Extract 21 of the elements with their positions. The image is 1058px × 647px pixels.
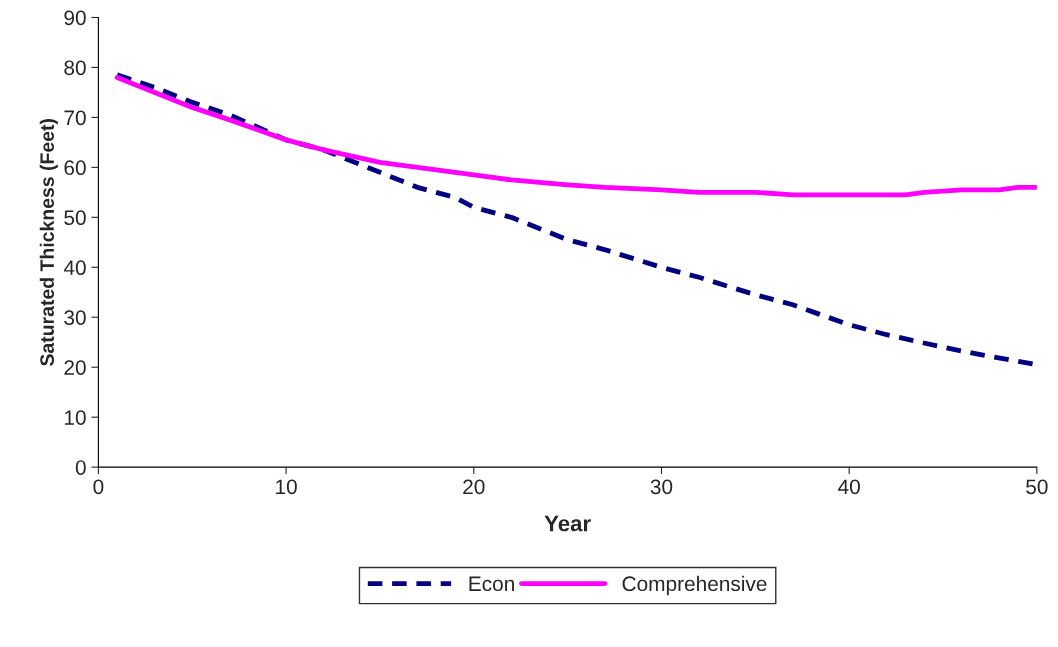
x-tick-label: 20: [463, 479, 485, 495]
y-tick-label: 90: [64, 10, 86, 26]
x-tick-label: 30: [650, 479, 673, 495]
y-tick-label: 50: [64, 210, 86, 226]
x-tick-label: 10: [276, 479, 297, 495]
line-series: [114, 74, 1037, 198]
legend-label: Econ: [469, 576, 514, 592]
y-tick-label: 10: [65, 410, 86, 425]
x-tick-label: 0: [93, 479, 104, 495]
x-tick-label: 40: [838, 479, 860, 495]
y-tick-label: 40: [63, 260, 86, 276]
x-axis-title: Year: [544, 515, 591, 532]
y-tick-label: 20: [64, 360, 86, 375]
y-tick-label: 70: [64, 110, 86, 126]
y-axis-title: Saturated Thickness (Feet): [39, 119, 58, 366]
y-tick-label: 0: [75, 460, 86, 475]
x-tick-label: 50: [1026, 479, 1048, 495]
y-tick-label: 30: [64, 310, 86, 325]
y-tick-label: 60: [64, 160, 86, 176]
y-tick-label: 80: [64, 60, 86, 76]
legend-label: Comprehensive: [622, 575, 767, 596]
